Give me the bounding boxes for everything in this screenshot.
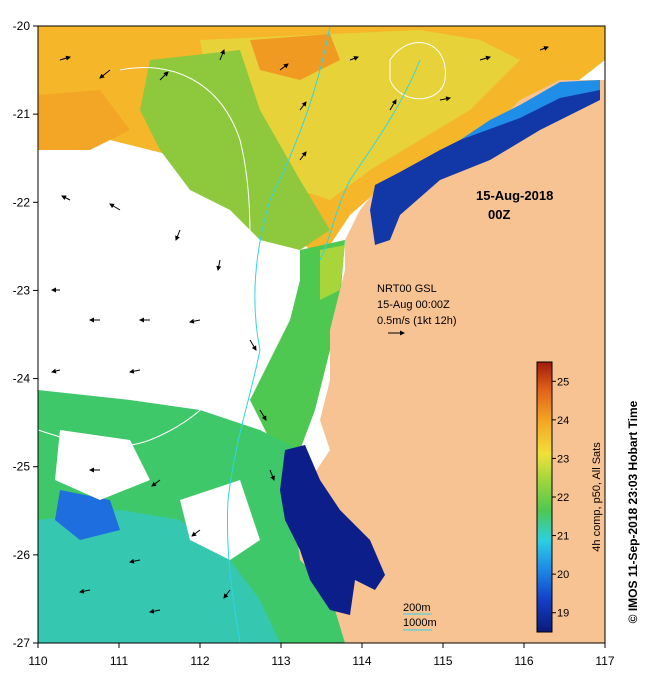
x-tick-label: 116 [514, 654, 533, 668]
x-tick-label: 117 [595, 654, 614, 668]
y-tick-label: -25 [13, 460, 31, 474]
contour-1000m [38, 67, 251, 447]
colorbar-tick-label: 25 [557, 376, 569, 388]
cloud-mid-south [180, 480, 260, 560]
x-axis: 110 111 112 113 114 115 116 117 [28, 643, 615, 668]
colorbar-tick-label: 19 [557, 608, 569, 620]
y-tick-label: -24 [13, 372, 31, 386]
current-vectors [51, 46, 549, 614]
sst-blue-patch [55, 490, 120, 540]
colorbar-tick-label: 21 [557, 531, 569, 543]
nrt-datetime-label: 15-Aug 00:00Z [377, 299, 450, 311]
contour-200m-label: 200m [403, 602, 431, 614]
map-frame [37, 25, 606, 644]
y-tick-label: -21 [13, 107, 31, 121]
nrt-label: NRT00 GSL [377, 283, 437, 295]
time-label: 00Z [488, 207, 510, 222]
sst-yellowgreen-coast [320, 245, 345, 300]
colorbar-tick-label: 20 [557, 569, 569, 581]
map-area: 15-Aug-2018 00Z NRT00 GSL 15-Aug 00:00Z … [38, 26, 605, 643]
contour-1000m-label: 1000m [403, 617, 437, 629]
y-tick-label: -23 [13, 283, 31, 297]
y-tick-label: -20 [13, 19, 31, 33]
sst-cyan-south [38, 510, 280, 643]
sst-orange-west [38, 90, 130, 150]
y-tick-label: -26 [13, 548, 31, 562]
x-tick-label: 110 [28, 654, 47, 668]
cold-shark-bay [280, 445, 385, 615]
cold-ne-coast [370, 85, 600, 245]
cloud-south-patch [55, 430, 150, 500]
cloud-west [38, 150, 270, 400]
x-tick-label: 111 [110, 654, 129, 668]
date-label: 15-Aug-2018 [476, 188, 553, 203]
contour-200m-2 [319, 59, 421, 261]
vector-scale-label: 0.5m/s (1kt 12h) [377, 315, 456, 327]
cold-ne-edge [460, 80, 600, 140]
copyright-text: © IMOS 11-Sep-2018 23:03 Hobart Time [626, 400, 640, 623]
y-tick-label: -27 [13, 636, 31, 650]
y-axis: -20 -21 -22 -23 -24 -25 -26 -27 [13, 19, 38, 650]
y-tick-label: -22 [13, 195, 31, 209]
contour-1000m-2 [389, 42, 446, 100]
colorbar-tick-label: 23 [557, 453, 569, 465]
x-tick-label: 114 [352, 654, 371, 668]
colorbar-title: 4h comp, p50, All Sats [591, 442, 603, 552]
colorbar-tick-label: 24 [557, 415, 569, 427]
x-tick-label: 113 [271, 654, 290, 668]
x-tick-label: 115 [433, 654, 452, 668]
contour-200m [226, 26, 331, 643]
sst-orange-patch [250, 34, 340, 80]
sst-green-north [140, 50, 330, 250]
x-tick-label: 112 [190, 654, 209, 668]
colorbar-scale [536, 361, 553, 633]
colorbar-tick-label: 22 [557, 492, 569, 504]
colorbar: 19 20 21 22 23 24 25 4h comp, p50, All Sats [536, 361, 603, 633]
